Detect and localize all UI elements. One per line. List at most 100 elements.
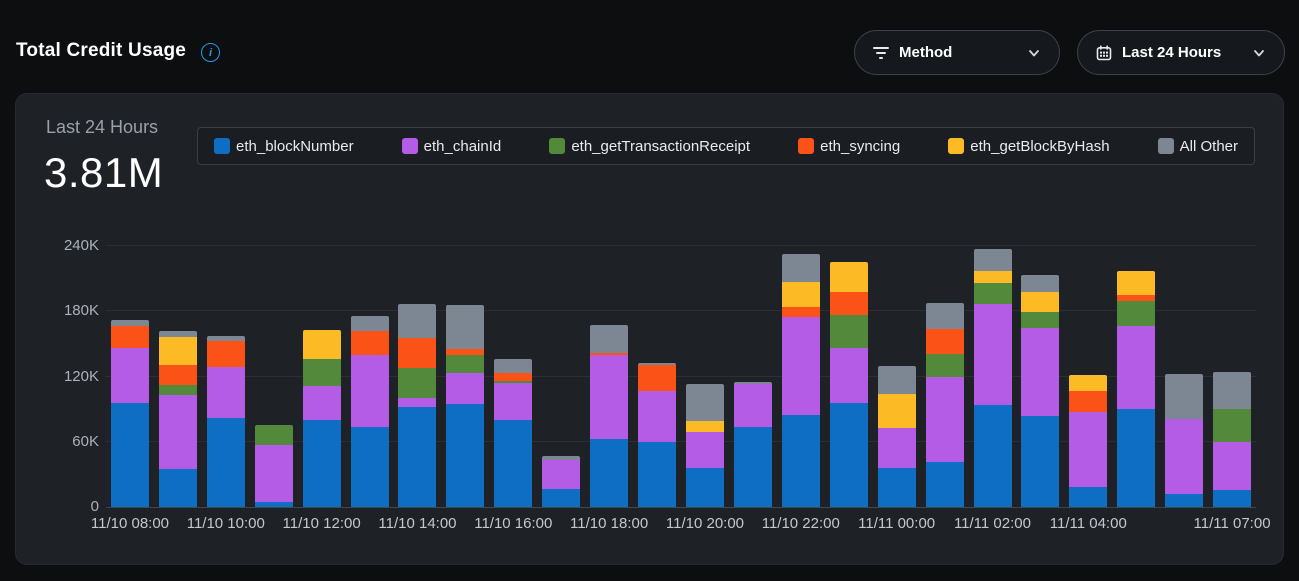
- stacked-bar-11/10 14:00[interactable]: [398, 303, 437, 507]
- x-axis-tick-label: 11/10 08:00: [90, 515, 170, 532]
- bar-segment-eth_syncing: [925, 328, 964, 354]
- bar-segment-eth_blockNumber: [254, 501, 293, 507]
- bar-segment-eth_blockNumber: [1021, 415, 1060, 507]
- stacked-bar-11/10 08:00[interactable]: [110, 319, 149, 507]
- bar-segment-eth_syncing: [158, 364, 197, 386]
- bar-segment-eth_syncing: [590, 352, 629, 355]
- stacked-bar-11/10 23:00[interactable]: [829, 262, 868, 507]
- bar-segment-eth_blockNumber: [446, 403, 485, 507]
- stacked-bar-11/10 13:00[interactable]: [350, 315, 389, 507]
- stacked-bar-11/10 18:00[interactable]: [590, 325, 629, 507]
- bar-segment-All Other: [110, 319, 149, 327]
- legend-item-eth_getTransactionReceipt[interactable]: eth_getTransactionReceipt: [549, 138, 750, 155]
- stacked-bar-11/11 04:00[interactable]: [1069, 375, 1108, 507]
- method-filter-dropdown[interactable]: Method: [854, 30, 1060, 75]
- bar-segment-All Other: [781, 253, 820, 282]
- x-axis-tick-label: 11/11 04:00: [1049, 515, 1127, 532]
- bar-slot: [154, 246, 202, 507]
- stacked-bar-11/11 02:00[interactable]: [973, 249, 1012, 507]
- stacked-bar-11/10 10:00[interactable]: [206, 336, 245, 507]
- bar-segment-eth_getBlockByHash: [1021, 291, 1060, 313]
- bar-segment-eth_chainId: [1165, 418, 1204, 494]
- stacked-bar-11/10 11:00[interactable]: [254, 425, 293, 507]
- legend-item-eth_blockNumber[interactable]: eth_blockNumber: [214, 138, 354, 155]
- bar-segment-eth_chainId: [542, 460, 581, 489]
- bar-segment-eth_blockNumber: [542, 488, 581, 507]
- stacked-bar-11/10 21:00[interactable]: [733, 381, 772, 507]
- legend-item-eth_syncing[interactable]: eth_syncing: [798, 138, 900, 155]
- stacked-bar-11/10 12:00[interactable]: [302, 329, 341, 507]
- bar-segment-eth_getBlockByHash: [829, 262, 868, 292]
- bar-slot: [489, 246, 537, 507]
- bar-segment-All Other: [542, 455, 581, 461]
- bar-slot: [1208, 246, 1256, 507]
- legend-item-All Other[interactable]: All Other: [1157, 138, 1238, 155]
- bar-segment-eth_blockNumber: [302, 420, 341, 507]
- x-axis-tick-label: 11/11 07:00: [1193, 515, 1271, 532]
- x-axis-tick-label: 11/10 20:00: [665, 515, 745, 532]
- bar-segment-eth_chainId: [925, 376, 964, 463]
- stacked-bar-11/10 20:00[interactable]: [686, 384, 725, 507]
- calendar-icon: [1096, 44, 1112, 61]
- bar-segment-eth_syncing: [350, 330, 389, 355]
- stacked-bar-11/10 17:00[interactable]: [542, 455, 581, 507]
- stacked-bar-11/10 16:00[interactable]: [494, 359, 533, 507]
- bar-slot: [1017, 246, 1065, 507]
- legend-swatch-icon: [214, 138, 230, 154]
- bar-segment-eth_getBlockByHash: [973, 271, 1012, 283]
- bar-segment-eth_getBlockByHash: [158, 337, 197, 365]
- bar-segment-eth_blockNumber: [1213, 489, 1252, 507]
- bar-segment-eth_chainId: [110, 348, 149, 403]
- bar-segment-eth_blockNumber: [829, 402, 868, 507]
- stacked-bar-11/10 09:00[interactable]: [158, 330, 197, 507]
- gridline: [106, 375, 1256, 377]
- legend-item-eth_chainId[interactable]: eth_chainId: [401, 138, 501, 155]
- bar-segment-eth_chainId: [1021, 327, 1060, 416]
- bar-segment-eth_chainId: [733, 384, 772, 427]
- bar-slot: [202, 246, 250, 507]
- bar-segment-All Other: [925, 302, 964, 329]
- bar-segment-All Other: [1165, 374, 1204, 419]
- stacked-bar-11/10 22:00[interactable]: [781, 253, 820, 507]
- stacked-bar-11/11 07:00[interactable]: [1213, 372, 1252, 507]
- bar-segment-All Other: [877, 365, 916, 394]
- bar-segment-eth_getBlockByHash: [302, 329, 341, 360]
- legend-swatch-icon: [549, 138, 566, 154]
- bar-segment-eth_blockNumber: [1069, 487, 1108, 507]
- stacked-bar-11/11 05:00[interactable]: [1117, 271, 1156, 507]
- bar-segment-eth_getTransactionReceipt: [829, 314, 868, 349]
- bar-segment-eth_chainId: [829, 348, 868, 403]
- bar-segment-eth_getTransactionReceipt: [973, 283, 1012, 304]
- bar-slot: [633, 246, 681, 507]
- bar-segment-eth_getTransactionReceipt: [1213, 409, 1252, 442]
- bar-segment-All Other: [206, 336, 245, 341]
- chevron-down-icon: [1252, 46, 1266, 60]
- info-circle-icon[interactable]: i: [201, 43, 220, 62]
- x-axis-tick-label: 11/10 22:00: [761, 515, 840, 532]
- y-axis-tick-label: 60K: [72, 432, 99, 450]
- stacked-bar-11/10 19:00[interactable]: [638, 363, 677, 507]
- stacked-bar-11/11 06:00[interactable]: [1165, 374, 1204, 507]
- bar-segment-eth_getTransactionReceipt: [446, 354, 485, 374]
- bar-slot: [969, 246, 1017, 507]
- x-axis-tick-label: 11/10 14:00: [378, 515, 457, 532]
- stacked-bar-11/11 01:00[interactable]: [925, 302, 964, 507]
- legend-swatch-icon: [1157, 138, 1174, 154]
- bar-segment-eth_chainId: [494, 383, 533, 420]
- bar-segment-eth_getTransactionReceipt: [302, 359, 341, 387]
- bar-slot: [585, 246, 633, 507]
- time-range-dropdown[interactable]: Last 24 Hours: [1077, 30, 1285, 75]
- y-axis-tick-label: 0: [90, 498, 99, 515]
- legend-swatch-icon: [401, 138, 418, 154]
- stacked-bar-11/11 00:00[interactable]: [877, 365, 916, 507]
- bar-segment-eth_blockNumber: [206, 417, 245, 507]
- bar-segment-eth_chainId: [446, 373, 485, 404]
- bar-segment-eth_blockNumber: [110, 402, 149, 507]
- stacked-bar-11/11 03:00[interactable]: [1021, 275, 1060, 507]
- stacked-bar-11/10 15:00[interactable]: [446, 304, 485, 507]
- bar-segment-eth_blockNumber: [925, 462, 964, 507]
- bar-segment-eth_syncing: [829, 291, 868, 315]
- x-axis-tick-label: 11/10 12:00: [282, 515, 361, 532]
- legend-item-eth_getBlockByHash[interactable]: eth_getBlockByHash: [948, 138, 1110, 155]
- bar-slot: [921, 246, 969, 507]
